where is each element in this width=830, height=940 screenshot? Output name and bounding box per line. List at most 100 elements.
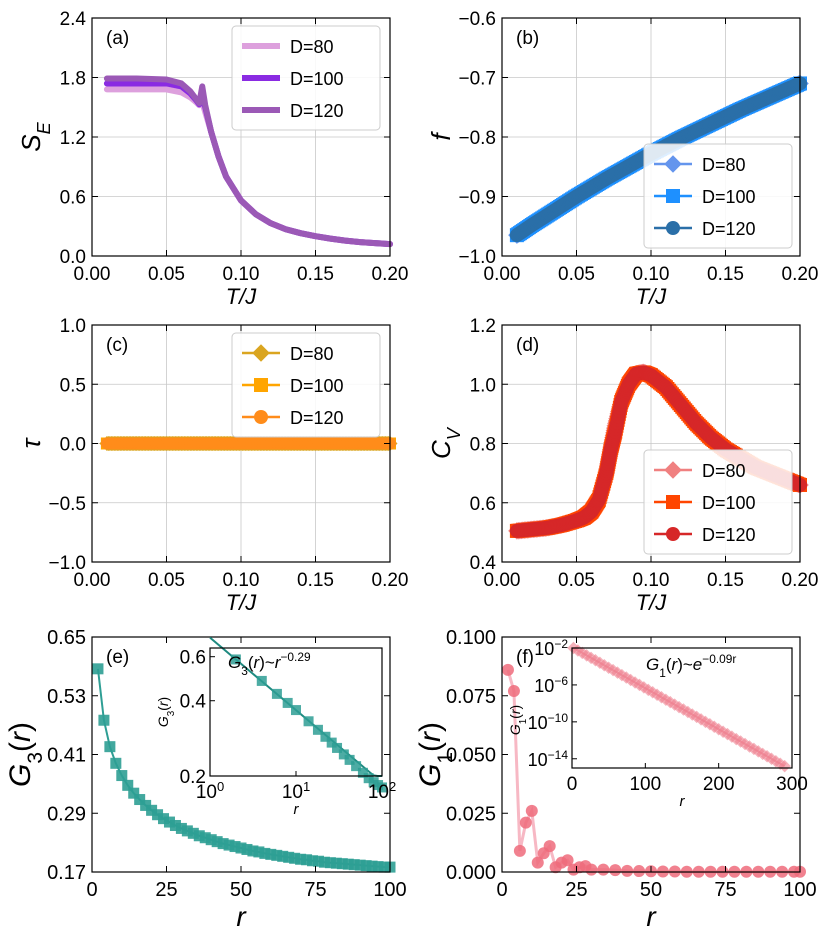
data-point: [211, 836, 223, 848]
data-point: [360, 860, 372, 872]
data-point: [277, 850, 289, 862]
inset-data-point: [291, 705, 301, 716]
data-point: [531, 856, 544, 869]
data-point: [265, 848, 277, 860]
data-point: [318, 856, 330, 868]
data-point: [283, 851, 295, 863]
data-point: [98, 714, 110, 726]
inset-x-tick-label: 100: [629, 774, 661, 795]
y-tick-label: 0.17: [47, 862, 86, 884]
data-point: [366, 860, 378, 872]
data-point: [330, 857, 342, 869]
legend-label: D=80: [290, 37, 334, 57]
legend-item: D=80: [242, 344, 334, 364]
y-tick-label: −1.0: [48, 553, 86, 574]
data-point: [378, 861, 390, 873]
data-point: [235, 842, 247, 854]
data-point: [312, 855, 324, 867]
y-tick-label: 0.025: [446, 803, 496, 825]
panel-b: 0.00 0.05 0.10 0.15 0.20 −1.0 −0.9 −0.8 −0.7 −0.6…: [426, 9, 818, 309]
data-point: [110, 757, 122, 769]
inset-data-point: [271, 688, 282, 699]
x-axis-label: r: [236, 901, 247, 932]
inset-data-point: [320, 731, 331, 742]
panel-f: 0 25 50 75 100 0.000 0.025 0.050 0.075 0.100 (f) r G…: [414, 627, 817, 932]
x-tick-label: 0.20: [782, 570, 819, 591]
y-tick-label: 0.53: [47, 686, 86, 708]
inset-annotation: G1(r)~e−0.09r: [646, 652, 736, 680]
data-point: [354, 859, 366, 871]
data-point: [597, 863, 610, 876]
legend-item: D=100: [242, 69, 344, 89]
y-tick-label: 1.0: [60, 316, 86, 337]
data-point: [229, 841, 241, 853]
inset-y-tick-label: 10−2: [534, 637, 568, 659]
legend-label: D=120: [290, 408, 344, 428]
series-line: [103, 75, 393, 248]
data-point: [348, 859, 360, 871]
legend: D=80 D=100 D=120: [643, 143, 793, 249]
x-tick-label: 0: [86, 879, 97, 901]
data-point: [104, 741, 116, 753]
data-point: [259, 847, 271, 859]
y-tick-label: 0.6: [60, 188, 86, 209]
y-tick-label: −0.7: [458, 69, 496, 90]
y-tick-label: 0.050: [446, 745, 496, 767]
data-point: [187, 827, 199, 839]
x-tick-label: 0.20: [782, 264, 819, 285]
data-point: [289, 852, 301, 864]
x-tick-label: 0.15: [297, 264, 334, 285]
y-axis-label: G3(r): [4, 722, 47, 787]
panel-label: (d): [516, 335, 539, 356]
legend-marker: [664, 461, 682, 479]
data-point: [217, 838, 229, 850]
data-point: [561, 854, 574, 867]
y-tick-label: −1.0: [458, 247, 496, 268]
y-axis-label: G1(r): [414, 722, 457, 787]
y-tick-label: 0.0: [60, 247, 86, 268]
x-tick-label: 50: [230, 879, 252, 901]
data-point: [301, 854, 313, 866]
legend-item: D=120: [242, 101, 344, 121]
x-tick-label: 0.15: [297, 570, 334, 591]
y-tick-label: 0.29: [47, 803, 86, 825]
inset-y-label: G3(r): [155, 697, 177, 727]
inset-x-tick-label: 300: [776, 774, 808, 795]
legend-label: D=100: [290, 376, 344, 396]
x-axis-label: T/J: [636, 590, 668, 615]
x-tick-label: 0.10: [223, 570, 260, 591]
data-point: [336, 858, 348, 870]
inset-y-label: G1(r): [507, 705, 529, 735]
inset-x-tick-label: 102: [368, 779, 396, 804]
inset-data-point: [256, 675, 267, 686]
inset-x-label: r: [294, 801, 300, 818]
legend-frame: [643, 143, 793, 249]
data-point: [507, 685, 520, 698]
legend-label: D=120: [702, 525, 756, 545]
data-point: [181, 825, 193, 837]
inset-x-tick-label: 101: [282, 779, 310, 804]
panel-c: 0.00 0.05 0.10 0.15 0.20 −1.0 −0.5 0.0 0.5 1.0 (c)…: [16, 316, 408, 615]
y-tick-label: −0.6: [458, 9, 496, 30]
y-axis-label: τ: [16, 436, 46, 448]
x-tick-label: 0.15: [707, 570, 744, 591]
y-tick-label: 0.4: [470, 553, 497, 574]
inset-y-tick-label: 0.6: [180, 648, 206, 669]
data-point: [253, 846, 265, 858]
data-point: [609, 864, 622, 877]
data-point: [525, 804, 538, 817]
inset-x-label: r: [680, 793, 686, 810]
data-point: [513, 844, 526, 857]
x-tick-label: 0.20: [372, 570, 409, 591]
x-tick-label: 0.10: [633, 264, 670, 285]
legend: D=80 D=100 D=120: [231, 332, 381, 438]
panel-label: (f): [516, 647, 534, 668]
inset-data-point: [357, 767, 368, 778]
legend-marker: [254, 378, 268, 392]
panel-label: (a): [106, 28, 129, 49]
data-point: [633, 865, 646, 878]
data-point: [116, 770, 128, 782]
legend: D=80 D=100 D=120: [231, 25, 381, 131]
x-tick-label: 0.00: [74, 570, 111, 591]
legend-item: D=80: [242, 37, 334, 57]
